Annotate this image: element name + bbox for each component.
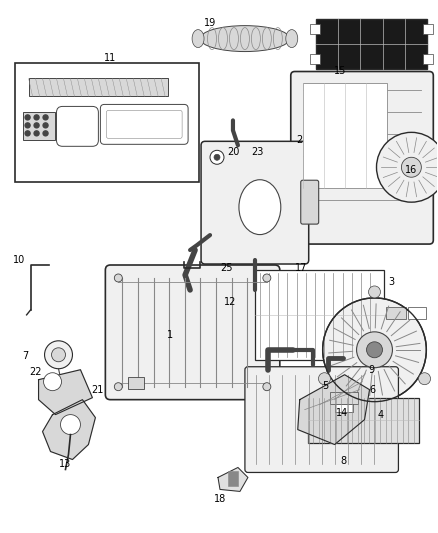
Bar bbox=[14, 62, 199, 182]
Circle shape bbox=[34, 131, 39, 136]
FancyBboxPatch shape bbox=[301, 180, 319, 224]
Bar bbox=[386, 307, 406, 319]
Circle shape bbox=[377, 132, 438, 202]
Circle shape bbox=[34, 115, 39, 120]
Text: 10: 10 bbox=[13, 255, 25, 265]
Text: 4: 4 bbox=[378, 410, 384, 419]
Text: 11: 11 bbox=[104, 53, 117, 62]
Polygon shape bbox=[42, 400, 95, 459]
Bar bbox=[316, 19, 427, 69]
Text: 23: 23 bbox=[252, 147, 264, 157]
Bar bbox=[255, 270, 385, 360]
Ellipse shape bbox=[200, 26, 290, 52]
Bar bbox=[23, 112, 54, 140]
Text: 15: 15 bbox=[335, 66, 347, 76]
Bar bbox=[128, 377, 144, 389]
Bar bbox=[424, 53, 433, 63]
Text: 20: 20 bbox=[227, 147, 239, 157]
Text: 8: 8 bbox=[340, 456, 346, 466]
Text: 6: 6 bbox=[369, 385, 375, 394]
Text: 22: 22 bbox=[29, 367, 42, 377]
Circle shape bbox=[318, 373, 330, 385]
Polygon shape bbox=[298, 375, 370, 445]
Circle shape bbox=[60, 415, 81, 434]
Text: 3: 3 bbox=[389, 277, 395, 287]
FancyBboxPatch shape bbox=[106, 265, 280, 400]
Text: 14: 14 bbox=[336, 408, 348, 418]
Text: 21: 21 bbox=[91, 385, 103, 394]
Circle shape bbox=[43, 115, 48, 120]
FancyBboxPatch shape bbox=[291, 71, 433, 244]
Circle shape bbox=[263, 383, 271, 391]
Ellipse shape bbox=[192, 30, 204, 47]
Text: 19: 19 bbox=[204, 18, 216, 28]
Circle shape bbox=[214, 154, 220, 160]
Bar bbox=[310, 23, 320, 34]
FancyBboxPatch shape bbox=[245, 367, 399, 472]
Bar bbox=[308, 398, 419, 442]
Circle shape bbox=[34, 123, 39, 128]
Circle shape bbox=[323, 298, 426, 402]
Text: 16: 16 bbox=[405, 165, 417, 175]
Circle shape bbox=[367, 342, 382, 358]
Text: 17: 17 bbox=[294, 263, 307, 273]
Circle shape bbox=[210, 150, 224, 164]
Circle shape bbox=[114, 274, 122, 282]
Bar bbox=[228, 472, 238, 487]
Text: 13: 13 bbox=[60, 459, 72, 470]
Circle shape bbox=[401, 157, 421, 177]
Polygon shape bbox=[218, 467, 248, 491]
Bar bbox=[303, 84, 388, 188]
Circle shape bbox=[357, 332, 392, 368]
Text: 9: 9 bbox=[368, 365, 374, 375]
Bar bbox=[28, 78, 168, 96]
Circle shape bbox=[114, 383, 122, 391]
Circle shape bbox=[419, 373, 431, 385]
Text: 7: 7 bbox=[22, 351, 29, 361]
Bar bbox=[424, 23, 433, 34]
FancyBboxPatch shape bbox=[57, 107, 99, 147]
Text: 2: 2 bbox=[297, 135, 303, 146]
Bar bbox=[335, 403, 353, 411]
Circle shape bbox=[25, 123, 30, 128]
Ellipse shape bbox=[286, 30, 298, 47]
Text: 18: 18 bbox=[214, 495, 226, 504]
Circle shape bbox=[43, 131, 48, 136]
Circle shape bbox=[43, 373, 61, 391]
Text: 12: 12 bbox=[224, 297, 236, 307]
Ellipse shape bbox=[239, 180, 281, 235]
Text: 5: 5 bbox=[322, 381, 329, 391]
Circle shape bbox=[43, 123, 48, 128]
Circle shape bbox=[368, 286, 381, 298]
Bar bbox=[310, 53, 320, 63]
FancyBboxPatch shape bbox=[201, 141, 309, 264]
Bar bbox=[330, 392, 357, 403]
Polygon shape bbox=[39, 370, 92, 415]
Circle shape bbox=[52, 348, 66, 362]
Text: 25: 25 bbox=[221, 263, 233, 273]
Text: 1: 1 bbox=[167, 330, 173, 340]
FancyBboxPatch shape bbox=[100, 104, 188, 144]
Circle shape bbox=[263, 274, 271, 282]
Circle shape bbox=[25, 131, 30, 136]
Circle shape bbox=[45, 341, 72, 369]
Bar bbox=[408, 307, 426, 319]
Circle shape bbox=[25, 115, 30, 120]
